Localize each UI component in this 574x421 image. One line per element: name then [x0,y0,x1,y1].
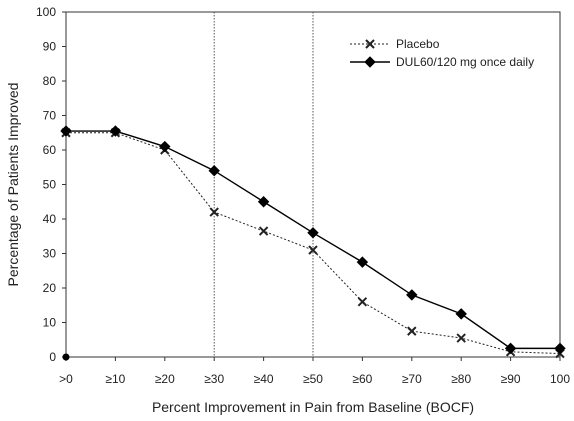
duloxetine-point [257,196,270,208]
y-tick-label: 50 [43,178,57,192]
origin-point [62,353,70,361]
legend-duloxetine-label: DUL60/120 mg once daily [396,55,534,69]
x-tick-label: ≥30 [204,372,224,386]
y-tick-label: 70 [43,109,57,123]
x-tick-label: ≥70 [402,372,422,386]
duloxetine-point [406,289,418,301]
duloxetine-point [208,164,220,177]
x-tick-label: ≥10 [105,372,125,386]
duloxetine-point [455,308,467,320]
y-tick-label: 30 [43,247,57,261]
reference-lines [213,12,314,357]
y-tick-label: 40 [43,212,57,226]
series-duloxetine [60,125,566,355]
placebo-point [407,326,417,336]
duloxetine-point [504,342,517,355]
duloxetine-point [109,125,122,137]
y-tick-label: 60 [43,143,57,157]
placebo-point [357,297,368,307]
series-layer [60,125,566,361]
x-marker-stroke [365,39,375,49]
y-tick-label: 20 [43,281,57,295]
placebo-point [258,226,269,236]
y-tick-label: 80 [43,74,57,88]
x-tick-label: ≥80 [451,372,471,386]
x-tick-label: >0 [59,372,73,386]
x-marker-stroke [209,207,219,217]
x-axis-title: Percent Improvement in Pain from Baselin… [152,399,474,415]
y-tick-label: 100 [36,5,56,19]
x-tick-label: ≥40 [254,372,274,386]
placebo-point [456,333,466,343]
legend-placebo-marker [365,39,375,49]
x-tick-label: ≥90 [501,372,521,386]
placebo-point [209,207,219,217]
x-tick-label: ≥20 [155,372,175,386]
x-tick-label: ≥50 [303,372,323,386]
duloxetine-point [159,140,171,153]
legend-duloxetine-marker [364,56,376,68]
duloxetine-point [307,227,319,239]
x-marker-stroke [258,226,269,236]
x-marker-stroke [407,326,417,336]
duloxetine-point [60,125,72,137]
legend-x-marker [365,39,375,49]
duloxetine-point [356,256,369,268]
placebo-point [308,245,318,255]
legend-diamond-marker [364,56,376,68]
x-marker-stroke [456,333,466,343]
x-tick-label: 100 [550,372,570,386]
y-axis-title: Percentage of Patients Improved [5,83,21,287]
y-tick-label: 0 [49,350,56,364]
legend: Placebo DUL60/120 mg once daily [350,37,534,69]
x-tick-label: ≥60 [352,372,372,386]
y-tick-label: 10 [43,316,57,330]
y-tick-label: 90 [43,40,57,54]
x-marker-stroke [308,245,318,255]
legend-placebo-label: Placebo [396,37,440,51]
x-marker-stroke [357,297,368,307]
placebo-line [66,132,561,355]
x-axis: >0 ≥10 ≥20 ≥30 ≥40 ≥50 ≥60 ≥70 ≥80 ≥90 100 [59,357,570,386]
duloxetine-point [554,342,566,355]
y-axis: 0 10 20 30 40 50 60 70 80 90 100 [36,5,66,364]
